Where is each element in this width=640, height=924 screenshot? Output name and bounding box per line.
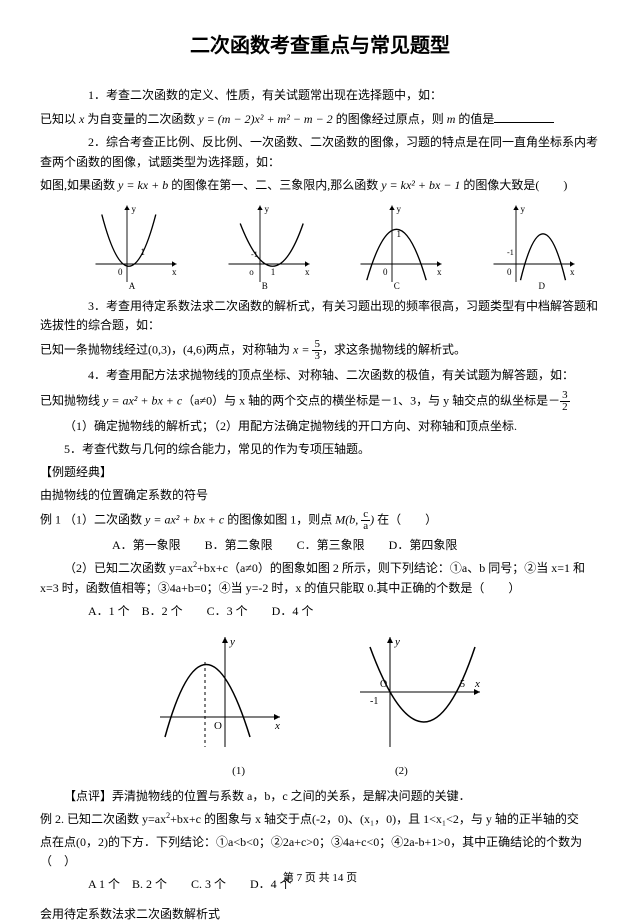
text: 如图,如果函数 <box>40 178 118 192</box>
svg-text:x: x <box>172 267 177 277</box>
example-2: 例 2. 已知二次函数 y=ax2+bx+c 的图象与 x 轴交于点(-2，0)… <box>40 810 600 829</box>
chart-option-b: x y o -1 1 B <box>224 201 314 291</box>
text: 在（ ） <box>374 513 437 527</box>
point-2-example: 如图,如果函数 y = kx + b 的图像在第一、二、三象限内,那么函数 y … <box>40 176 600 195</box>
text: 的值是 <box>455 112 494 126</box>
fraction-icon: 32 <box>560 390 570 413</box>
text: 已知抛物线 <box>40 393 103 407</box>
svg-text:y: y <box>520 204 525 214</box>
formula: y = ax² + bx + c <box>145 513 224 527</box>
fraction-icon: ca <box>361 509 370 532</box>
example-1: 例 1 （1）二次函数 y = ax² + bx + c 的图像如图 1，则点 … <box>40 509 600 532</box>
text: 例 1 （1）二次函数 <box>40 513 145 527</box>
svg-text:0: 0 <box>118 267 123 277</box>
page-title: 二次函数考查重点与常见题型 <box>40 30 600 62</box>
svg-text:y: y <box>394 636 400 648</box>
svg-text:o: o <box>249 267 254 277</box>
svg-text:D: D <box>538 281 545 291</box>
svg-text:0: 0 <box>383 267 388 277</box>
text: 的图像经过原点，则 <box>333 112 447 126</box>
heading-sub: 由抛物线的位置确定系数的符号 <box>40 486 600 505</box>
chart-option-d: x y 0 -1 D <box>489 201 579 291</box>
svg-text:C: C <box>394 281 400 291</box>
text: +bx+c 的图象与 x 轴交于点(-2，0)、(x₁，0)，且 1<x₁<2，… <box>170 812 579 826</box>
svg-text:y: y <box>229 636 235 648</box>
example-2b: 点在点(0，2)的下方．下列结论：①a<b<0；②2a+c>0；③4a+c<0；… <box>40 833 600 871</box>
example-1-2: （2）已知二次函数 y=ax2+bx+c（a≠0）的图象如图 2 所示，则下列结… <box>40 559 600 597</box>
text: 为自变量的二次函数 <box>84 112 198 126</box>
point-1: 1．考查二次函数的定义、性质，有关试题常出现在选择题中，如： <box>40 86 600 105</box>
point-4-sub: （1）确定抛物线的解析式；（2）用配方法确定抛物线的开口方向、对称轴和顶点坐标. <box>40 417 600 436</box>
svg-text:1: 1 <box>397 229 402 239</box>
figure-row: x y O x y O -1 5 <box>40 627 600 757</box>
figure-1: x y O <box>150 627 290 757</box>
text: 的图像大致是( ) <box>460 178 567 192</box>
svg-text:y: y <box>397 204 402 214</box>
svg-text:-1: -1 <box>370 696 378 707</box>
point-3-example: 已知一条抛物线经过(0,3)，(4,6)两点，对称轴为 x = 53，求这条抛物… <box>40 339 600 362</box>
formula: y = ax² + bx + c <box>103 393 182 407</box>
point-4: 4．考查用配方法求抛物线的顶点坐标、对称轴、二次函数的极值，有关试题为解答题，如… <box>40 366 600 385</box>
figure-2: x y O -1 5 <box>350 627 490 757</box>
fraction-icon: 53 <box>312 339 322 362</box>
text: 的图像如图 1，则点 <box>224 513 335 527</box>
point-5: 5．考查代数与几何的综合能力，常见的作为专项压轴题。 <box>40 440 600 459</box>
formula: M(b, <box>335 513 361 527</box>
svg-text:y: y <box>264 204 269 214</box>
text: 的图像在第一、二、三象限内,那么函数 <box>168 178 381 192</box>
svg-text:x: x <box>570 267 575 277</box>
formula: y = kx² + bx − 1 <box>381 178 460 192</box>
svg-text:x: x <box>437 267 442 277</box>
svg-text:B: B <box>262 281 268 291</box>
last-line: 会用待定系数法求二次函数解析式 <box>40 905 600 924</box>
svg-text:5: 5 <box>460 679 465 690</box>
example-1-options: A．第一象限 B．第二象限 C．第三象限 D．第四象限 <box>40 536 600 555</box>
svg-text:O: O <box>214 720 222 732</box>
caption-1: (1) <box>232 763 245 781</box>
svg-text:O: O <box>380 679 387 690</box>
example-1-2-options: A．1 个 B．2 个 C．3 个 D．4 个 <box>40 602 600 621</box>
option-charts-row: x y 0 1 A x y o -1 1 B x y 0 1 C x <box>70 201 600 291</box>
text: 例 2. 已知二次函数 y=ax <box>40 812 166 826</box>
page-footer: 第 7 页 共 14 页 <box>0 870 640 888</box>
heading-examples: 【例题经典】 <box>40 463 600 482</box>
text: 已知一条抛物线经过(0,3)，(4,6)两点，对称轴为 <box>40 343 293 357</box>
svg-text:-1: -1 <box>507 248 514 257</box>
svg-text:A: A <box>129 281 136 291</box>
formula: x = <box>293 343 312 357</box>
text: 已知以 <box>40 112 79 126</box>
point-2: 2．综合考查正比例、反比例、一次函数、二次函数的图像，习题的特点是在同一直角坐标… <box>40 133 600 171</box>
svg-text:y: y <box>132 204 137 214</box>
comment: 【点评】弄清抛物线的位置与系数 a，b，c 之间的关系，是解决问题的关键． <box>40 787 600 806</box>
text: （a≠0）与 x 轴的两个交点的横坐标是－1、3，与 y 轴交点的纵坐标是－ <box>182 393 560 407</box>
svg-text:-1: -1 <box>251 250 258 259</box>
svg-text:1: 1 <box>271 267 276 277</box>
point-4-example: 已知抛物线 y = ax² + bx + c（a≠0）与 x 轴的两个交点的横坐… <box>40 390 600 413</box>
point-3: 3．考查用待定系数法求二次函数的解析式，有关习题出现的频率很高，习题类型有中档解… <box>40 297 600 335</box>
caption-2: (2) <box>395 763 408 781</box>
svg-text:x: x <box>305 267 310 277</box>
chart-option-a: x y 0 1 A <box>91 201 181 291</box>
formula: y = (m − 2)x² + m² − m − 2 <box>198 112 332 126</box>
svg-text:1: 1 <box>141 247 146 257</box>
text: （2）已知二次函数 y=ax <box>64 561 193 575</box>
svg-text:x: x <box>274 720 280 732</box>
formula: y = kx + b <box>118 178 168 192</box>
figure-captions: (1) (2) <box>40 763 600 781</box>
blank-field[interactable] <box>494 109 554 123</box>
svg-text:0: 0 <box>507 267 512 277</box>
svg-text:x: x <box>474 678 480 690</box>
chart-option-c: x y 0 1 C <box>356 201 446 291</box>
text: ，求这条抛物线的解析式。 <box>322 343 466 357</box>
point-1-example: 已知以 x 为自变量的二次函数 y = (m − 2)x² + m² − m −… <box>40 109 600 129</box>
